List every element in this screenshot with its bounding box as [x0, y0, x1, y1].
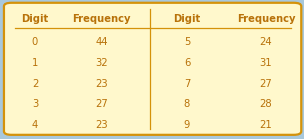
FancyBboxPatch shape — [4, 3, 301, 135]
Text: 32: 32 — [95, 58, 108, 68]
Text: 3: 3 — [32, 99, 38, 109]
Text: Frequency: Frequency — [237, 14, 295, 24]
Text: 6: 6 — [184, 58, 190, 68]
Text: Frequency: Frequency — [73, 14, 131, 24]
Text: 2: 2 — [32, 79, 38, 89]
Text: 44: 44 — [95, 37, 108, 47]
Text: 0: 0 — [32, 37, 38, 47]
Text: 9: 9 — [184, 120, 190, 130]
Text: 24: 24 — [260, 37, 272, 47]
Text: 7: 7 — [184, 79, 190, 89]
Text: Digit: Digit — [21, 14, 49, 24]
Text: 1: 1 — [32, 58, 38, 68]
Text: 4: 4 — [32, 120, 38, 130]
Text: Digit: Digit — [173, 14, 201, 24]
Text: 21: 21 — [260, 120, 272, 130]
Text: 27: 27 — [95, 99, 108, 109]
Text: 28: 28 — [260, 99, 272, 109]
Text: 23: 23 — [95, 120, 108, 130]
Text: 23: 23 — [95, 79, 108, 89]
Text: 31: 31 — [260, 58, 272, 68]
Text: 27: 27 — [260, 79, 272, 89]
Text: 5: 5 — [184, 37, 190, 47]
Text: 8: 8 — [184, 99, 190, 109]
